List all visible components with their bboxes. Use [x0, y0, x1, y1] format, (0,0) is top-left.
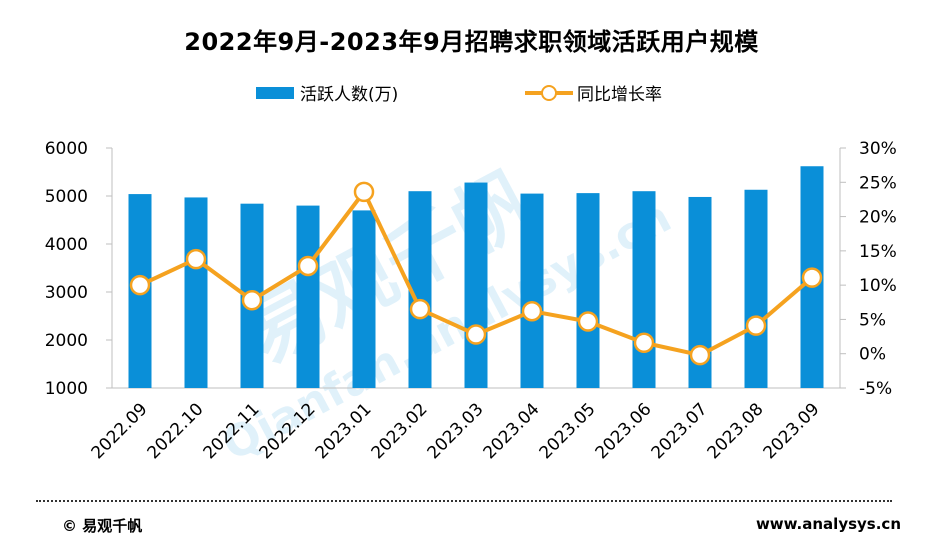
- line-point: [521, 300, 543, 322]
- y-left-tick-label: 5000: [45, 187, 88, 207]
- legend-bar-swatch: [256, 86, 294, 99]
- footer-source: © 易观千帆: [62, 517, 143, 535]
- y-right-tick-label: -5%: [859, 379, 892, 399]
- bar: [464, 182, 488, 388]
- footer-divider: [36, 500, 892, 502]
- line-point: [353, 181, 375, 203]
- x-tick-label: 2023.07: [648, 399, 712, 463]
- bar: [352, 210, 376, 388]
- line-point: [465, 324, 487, 345]
- line-point: [241, 289, 263, 311]
- bar: [576, 193, 600, 388]
- line-point: [409, 298, 431, 320]
- line-point: [297, 255, 319, 277]
- x-tick-label: 2022.10: [144, 399, 208, 463]
- x-tick-label: 2023.09: [760, 399, 824, 463]
- bar: [520, 193, 544, 388]
- x-tick-label: 2023.02: [368, 399, 432, 463]
- footer-link[interactable]: www.analysys.cn: [755, 515, 901, 533]
- x-tick-label: 2023.04: [480, 399, 544, 463]
- line-point: [577, 311, 599, 332]
- legend: 活跃人数(万) 同比增长率: [0, 80, 943, 106]
- x-tick-label: 2023.03: [424, 399, 488, 463]
- line-point: [801, 267, 823, 288]
- bar: [408, 191, 432, 388]
- x-tick-label: 2022.12: [256, 399, 320, 463]
- legend-line-swatch: [525, 84, 573, 101]
- bar: [296, 205, 320, 388]
- legend-item-line: 同比增长率: [525, 80, 662, 105]
- line-point: [185, 248, 207, 270]
- bar: [744, 189, 768, 388]
- y-left-tick-label: 1000: [45, 379, 88, 399]
- y-right-tick-label: 20%: [859, 208, 897, 228]
- line-point: [745, 315, 767, 336]
- legend-line-label: 同比增长率: [577, 85, 662, 105]
- y-right-tick-label: 30%: [859, 139, 897, 159]
- bar: [688, 196, 712, 388]
- line-point: [689, 344, 711, 366]
- bar: [632, 191, 656, 388]
- y-right-tick-label: 25%: [859, 173, 897, 193]
- x-tick-label: 2022.09: [88, 399, 152, 463]
- line-point: [129, 274, 151, 296]
- line-point: [633, 332, 655, 353]
- legend-item-bar: 活跃人数(万): [256, 80, 398, 105]
- bar: [184, 197, 208, 388]
- x-tick-label: 2023.06: [592, 399, 656, 463]
- x-tick-label: 2022.11: [200, 399, 264, 463]
- y-right-tick-label: 10%: [859, 276, 897, 296]
- y-left-tick-label: 3000: [45, 283, 88, 303]
- y-right-tick-label: 0%: [859, 345, 886, 365]
- x-tick-label: 2023.01: [312, 399, 376, 463]
- x-tick-label: 2023.08: [704, 399, 768, 463]
- y-left-tick-label: 6000: [45, 139, 88, 159]
- legend-bar-label: 活跃人数(万): [300, 85, 399, 105]
- y-left-tick-label: 4000: [45, 235, 88, 255]
- y-right-tick-label: 5%: [859, 310, 886, 330]
- chart-title: 2022年9月-2023年9月招聘求职领域活跃用户规模: [184, 28, 759, 56]
- y-left-tick-label: 2000: [45, 331, 88, 351]
- y-right-tick-label: 15%: [859, 242, 897, 262]
- x-tick-label: 2023.05: [536, 399, 600, 463]
